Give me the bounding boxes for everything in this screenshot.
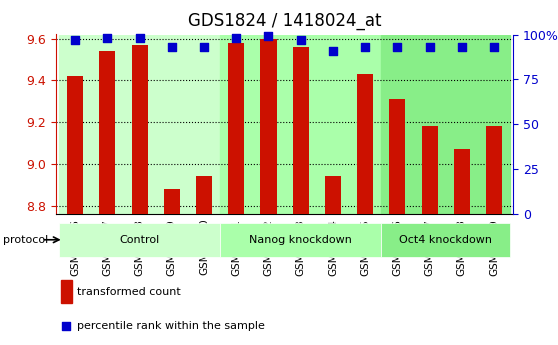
Point — [425, 44, 434, 50]
Bar — [389, 99, 406, 214]
Point — [200, 44, 209, 50]
Point — [296, 37, 305, 43]
Bar — [228, 43, 244, 214]
Bar — [454, 149, 470, 214]
Bar — [292, 47, 309, 214]
Text: protocol: protocol — [3, 235, 49, 245]
Title: GDS1824 / 1418024_at: GDS1824 / 1418024_at — [188, 12, 381, 30]
FancyBboxPatch shape — [220, 223, 381, 257]
Bar — [61, 280, 73, 303]
Text: Nanog knockdown: Nanog knockdown — [249, 235, 352, 245]
Point — [360, 44, 369, 50]
Point — [264, 33, 273, 39]
Bar — [132, 45, 148, 214]
Bar — [261, 39, 277, 214]
Bar — [220, 34, 381, 214]
Point — [393, 44, 402, 50]
Text: Oct4 knockdown: Oct4 knockdown — [399, 235, 492, 245]
Point — [383, 132, 392, 137]
Text: Control: Control — [119, 235, 160, 245]
FancyBboxPatch shape — [59, 223, 220, 257]
Point — [232, 35, 240, 41]
FancyBboxPatch shape — [381, 223, 510, 257]
Bar — [357, 74, 373, 214]
Point — [135, 35, 144, 41]
Bar — [196, 176, 212, 214]
Bar — [99, 51, 116, 214]
Point — [329, 48, 338, 53]
Bar — [163, 189, 180, 214]
Point — [167, 44, 176, 50]
Bar — [421, 126, 437, 214]
Point — [458, 44, 466, 50]
Bar — [381, 34, 510, 214]
Text: transformed count: transformed count — [77, 287, 181, 297]
Point — [103, 35, 112, 41]
Text: percentile rank within the sample: percentile rank within the sample — [77, 321, 265, 331]
Bar — [486, 126, 502, 214]
Point — [71, 37, 80, 43]
Bar — [59, 34, 220, 214]
Bar — [67, 76, 83, 214]
Point — [489, 44, 498, 50]
Bar — [325, 176, 341, 214]
